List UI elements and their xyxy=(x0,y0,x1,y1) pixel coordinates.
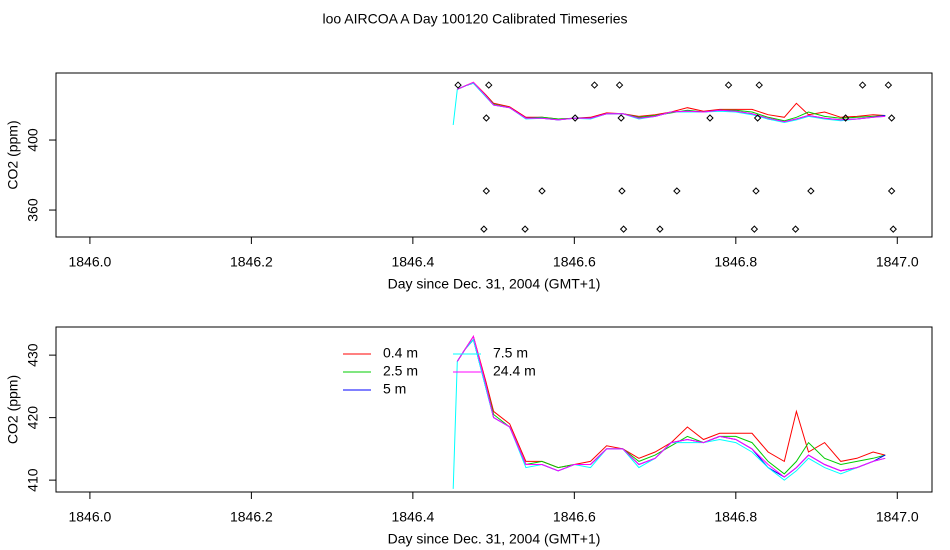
data-point xyxy=(590,81,599,89)
y-tick-label: 360 xyxy=(25,198,41,222)
series-line xyxy=(456,335,886,478)
data-point xyxy=(673,187,681,195)
x-tick-label: 1846.0 xyxy=(68,509,111,525)
plot-frame xyxy=(55,326,933,493)
y-tick-label: 430 xyxy=(25,343,41,367)
y-axis-label: CO2 (ppm) xyxy=(5,120,21,189)
data-point xyxy=(617,114,625,122)
x-tick-label: 1846.4 xyxy=(391,509,434,525)
data-point xyxy=(724,81,733,89)
chart-title: loo AIRCOA A Day 100120 Calibrated Times… xyxy=(322,11,627,27)
data-point xyxy=(750,225,759,233)
data-point xyxy=(482,187,491,195)
data-point xyxy=(706,114,714,122)
data-point xyxy=(755,81,763,89)
data-point xyxy=(619,225,628,233)
data-point xyxy=(753,114,762,122)
data-point xyxy=(887,114,896,122)
data-point xyxy=(618,187,626,195)
x-tick-label: 1846.2 xyxy=(230,509,273,525)
data-point xyxy=(482,114,491,122)
x-tick-label: 1846.6 xyxy=(553,509,596,525)
x-tick-label: 1846.4 xyxy=(391,254,434,270)
data-point xyxy=(538,187,546,195)
x-tick-label: 1847.0 xyxy=(876,254,919,270)
x-tick-label: 1847.0 xyxy=(876,509,919,525)
series-line xyxy=(457,81,886,120)
y-tick-label: 400 xyxy=(25,128,41,152)
data-point xyxy=(752,187,760,195)
series-line xyxy=(452,82,886,126)
legend-label: 0.4 m xyxy=(383,345,418,361)
legend-label: 2.5 m xyxy=(383,363,418,379)
series-line xyxy=(457,81,886,123)
y-tick-label: 420 xyxy=(25,406,41,430)
data-point xyxy=(858,81,867,89)
legend-label: 5 m xyxy=(383,381,406,397)
data-point xyxy=(791,225,800,233)
data-point xyxy=(615,81,624,89)
data-point xyxy=(841,114,850,122)
data-point xyxy=(454,81,462,89)
plot-frame xyxy=(55,72,933,238)
series-line xyxy=(456,335,886,469)
x-tick-label: 1846.8 xyxy=(714,509,757,525)
data-point xyxy=(480,225,488,233)
x-tick-label: 1846.6 xyxy=(553,254,596,270)
data-point xyxy=(485,81,493,89)
data-point xyxy=(571,114,579,122)
x-axis-label: Day since Dec. 31, 2004 (GMT+1) xyxy=(388,276,601,292)
data-point xyxy=(887,187,896,195)
data-point xyxy=(521,225,529,233)
y-axis-label: CO2 (ppm) xyxy=(5,375,21,444)
y-tick-label: 410 xyxy=(25,468,41,492)
x-tick-label: 1846.8 xyxy=(714,254,757,270)
x-tick-label: 1846.2 xyxy=(230,254,273,270)
x-tick-label: 1846.0 xyxy=(68,254,111,270)
data-point xyxy=(889,225,897,233)
legend-label: 24.4 m xyxy=(493,363,536,379)
legend-label: 7.5 m xyxy=(493,345,528,361)
data-point xyxy=(807,187,815,195)
data-point xyxy=(656,225,664,233)
data-point xyxy=(884,81,893,89)
x-axis-label: Day since Dec. 31, 2004 (GMT+1) xyxy=(388,531,601,547)
